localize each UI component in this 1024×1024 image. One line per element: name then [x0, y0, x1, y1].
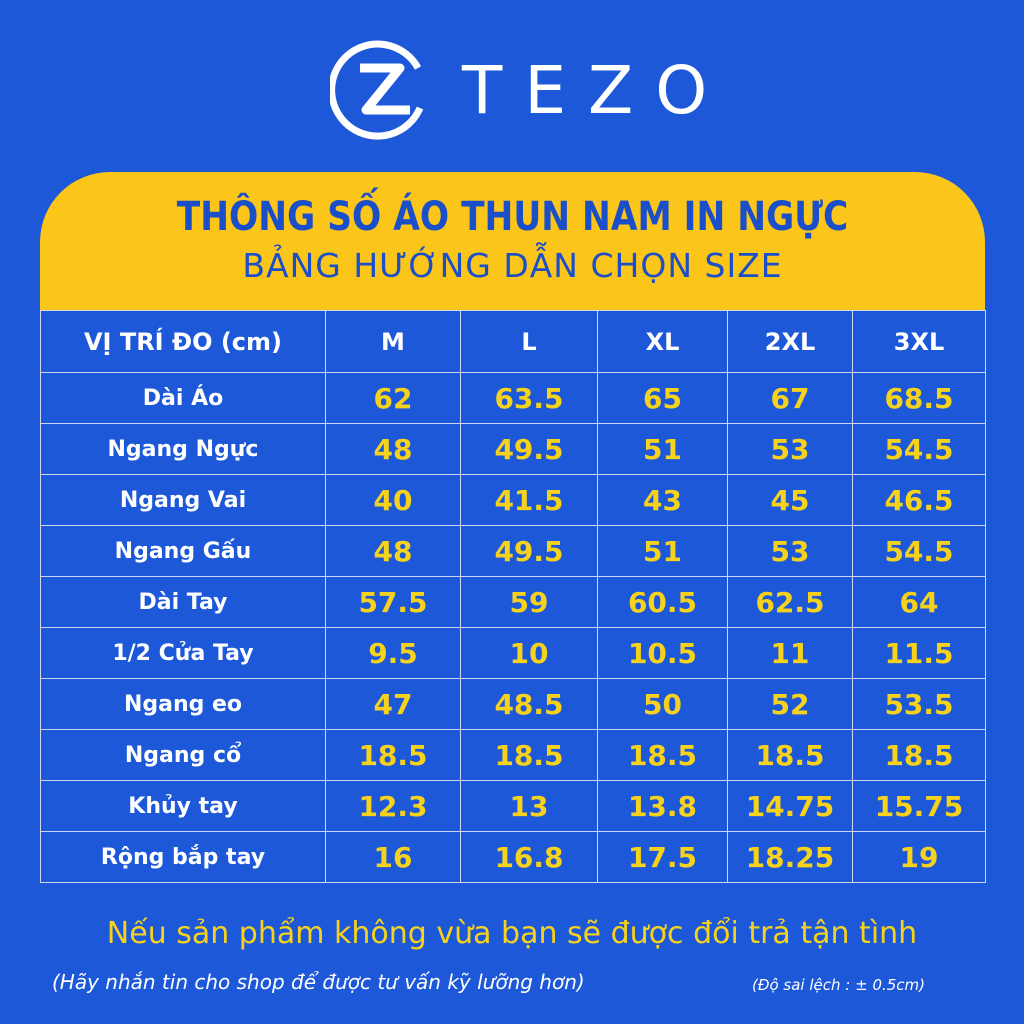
header-row: VỊ TRÍ ĐO (cm) M L XL 2XL 3XL	[40, 310, 986, 373]
size-value: 48	[325, 423, 461, 475]
size-value: 53	[727, 423, 853, 475]
column-header: L	[460, 310, 598, 373]
size-value: 54.5	[852, 525, 986, 577]
measure-label: Ngang eo	[40, 678, 326, 730]
size-value: 53.5	[852, 678, 986, 730]
size-value: 40	[325, 474, 461, 526]
size-value: 16	[325, 831, 461, 883]
size-value: 41.5	[460, 474, 598, 526]
measure-label: Dài Áo	[40, 372, 326, 424]
column-header: VỊ TRÍ ĐO (cm)	[40, 310, 326, 373]
size-value: 18.5	[597, 729, 728, 781]
size-value: 16.8	[460, 831, 598, 883]
measure-label: Ngang Ngực	[40, 423, 326, 475]
tolerance: (Độ sai lệch : ± 0.5cm)	[752, 976, 926, 994]
table-row: Ngang Vai 40 41.5 43 45 46.5	[40, 474, 986, 526]
size-value: 10	[460, 627, 598, 679]
size-value: 18.5	[460, 729, 598, 781]
size-value: 45	[727, 474, 853, 526]
table-row: Ngang cổ 18.5 18.5 18.5 18.5 18.5	[40, 729, 986, 781]
table-row: Rộng bắp tay 16 16.8 17.5 18.25 19	[40, 831, 986, 883]
measure-label: Rộng bắp tay	[40, 831, 326, 883]
size-value: 59	[460, 576, 598, 628]
size-value: 12.3	[325, 780, 461, 832]
header-panel: THÔNG SỐ ÁO THUN NAM IN NGỰC BẢNG HƯỚNG …	[40, 172, 985, 310]
size-value: 10.5	[597, 627, 728, 679]
logo-icon	[330, 40, 424, 140]
size-value: 13.8	[597, 780, 728, 832]
column-header: 2XL	[727, 310, 853, 373]
measure-label: Dài Tay	[40, 576, 326, 628]
size-value: 51	[597, 525, 728, 577]
size-value: 48	[325, 525, 461, 577]
size-value: 17.5	[597, 831, 728, 883]
size-value: 49.5	[460, 423, 598, 475]
measure-label: Khủy tay	[40, 780, 326, 832]
table-row: Dài Áo 62 63.5 65 67 68.5	[40, 372, 986, 424]
size-value: 14.75	[727, 780, 853, 832]
size-value: 60.5	[597, 576, 728, 628]
contact: (Hãy nhắn tin cho shop để được tư vấn kỹ…	[52, 970, 585, 994]
column-header: XL	[597, 310, 728, 373]
table-row: Dài Tay 57.5 59 60.5 62.5 64	[40, 576, 986, 628]
size-value: 62.5	[727, 576, 853, 628]
table-row: Ngang Gấu 48 49.5 51 53 54.5	[40, 525, 986, 577]
size-value: 11	[727, 627, 853, 679]
size-value: 15.75	[852, 780, 986, 832]
size-value: 11.5	[852, 627, 986, 679]
measure-label: Ngang Vai	[40, 474, 326, 526]
size-value: 62	[325, 372, 461, 424]
table-row: Ngang eo 47 48.5 50 52 53.5	[40, 678, 986, 730]
subtitle: BẢNG HƯỚNG DẪN CHỌN SIZE	[242, 246, 783, 285]
size-value: 18.5	[727, 729, 853, 781]
measure-label: 1/2 Cửa Tay	[40, 627, 326, 679]
size-value: 19	[852, 831, 986, 883]
size-value: 18.25	[727, 831, 853, 883]
measure-label: Ngang Gấu	[40, 525, 326, 577]
size-value: 18.5	[852, 729, 986, 781]
size-value: 48.5	[460, 678, 598, 730]
size-value: 50	[597, 678, 728, 730]
size-value: 54.5	[852, 423, 986, 475]
note: Nếu sản phẩm không vừa bạn sẽ được đổi t…	[106, 916, 918, 951]
size-value: 52	[727, 678, 853, 730]
size-value: 53	[727, 525, 853, 577]
size-value: 65	[597, 372, 728, 424]
size-value: 67	[727, 372, 853, 424]
column-header: M	[325, 310, 461, 373]
size-value: 47	[325, 678, 461, 730]
measure-label: Ngang cổ	[40, 729, 326, 781]
size-value: 49.5	[460, 525, 598, 577]
title: THÔNG SỐ ÁO THUN NAM IN NGỰC	[176, 194, 849, 240]
brand: TEZO	[462, 52, 730, 129]
column-header: 3XL	[852, 310, 986, 373]
size-value: 68.5	[852, 372, 986, 424]
table-row: Ngang Ngực 48 49.5 51 53 54.5	[40, 423, 986, 475]
size-value: 13	[460, 780, 598, 832]
size-value: 51	[597, 423, 728, 475]
size-value: 9.5	[325, 627, 461, 679]
size-value: 63.5	[460, 372, 598, 424]
table-row: Khủy tay 12.3 13 13.8 14.75 15.75	[40, 780, 986, 832]
table-row: 1/2 Cửa Tay 9.5 10 10.5 11 11.5	[40, 627, 986, 679]
size-value: 18.5	[325, 729, 461, 781]
size-value: 64	[852, 576, 986, 628]
size-value: 57.5	[325, 576, 461, 628]
size-table: VỊ TRÍ ĐO (cm) M L XL 2XL 3XL Dài Áo 62 63.5 65 67…	[40, 310, 986, 883]
size-value: 43	[597, 474, 728, 526]
size-value: 46.5	[852, 474, 986, 526]
